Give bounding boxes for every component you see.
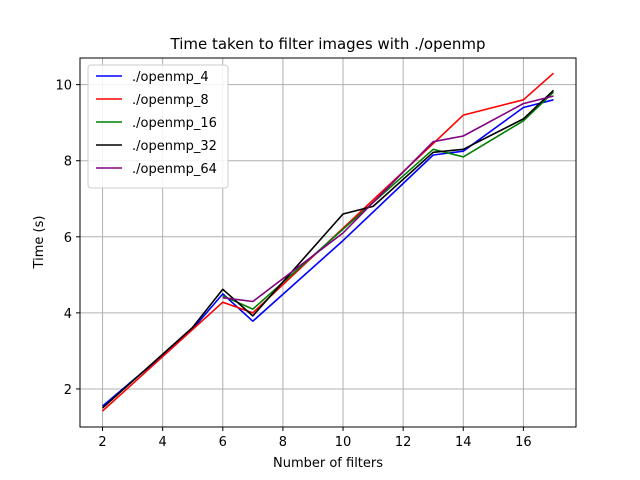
y-tick-label: 10 — [55, 79, 72, 94]
legend-box — [87, 64, 229, 189]
y-axis-label: Time (s) — [32, 216, 47, 270]
chart-title: Time taken to filter images with ./openm… — [170, 35, 486, 53]
x-tick-label: 8 — [279, 435, 287, 450]
y-tick-label: 2 — [64, 383, 72, 398]
legend-entry-label: ./openmp_4 — [132, 70, 209, 85]
x-tick-label: 6 — [219, 435, 227, 450]
series-line-2 — [101, 72, 555, 412]
legend-entry-label: ./openmp_16 — [132, 116, 217, 131]
x-tick-label: 16 — [515, 435, 532, 450]
x-tick-label: 10 — [335, 435, 352, 450]
x-tick-label: 14 — [455, 435, 472, 450]
x-axis-label: Number of filters — [273, 456, 383, 471]
legend-entry-label: ./openmp_8 — [132, 93, 209, 108]
y-tick-label: 8 — [64, 155, 72, 170]
series-line-3 — [222, 91, 555, 310]
plot-frame — [79, 57, 577, 428]
x-tick-label: 4 — [159, 435, 167, 450]
series-line-5 — [222, 95, 554, 303]
y-axis: 2 4 6 8 10 — [55, 79, 80, 398]
x-tick-label: 12 — [395, 435, 412, 450]
y-tick-label: 4 — [64, 307, 72, 322]
x-axis: 2 4 6 8 10 12 14 16 — [98, 427, 532, 450]
legend: ./openmp_4 ./openmp_8 ./openmp_16 ./openmp_… — [87, 64, 229, 189]
series-line-4 — [101, 89, 555, 409]
series-layer — [101, 72, 555, 412]
legend-entry-label: ./openmp_32 — [132, 139, 217, 154]
legend-entry-label: ./openmp_64 — [132, 162, 217, 177]
y-tick-label: 6 — [64, 231, 72, 246]
x-tick-label: 2 — [98, 435, 106, 450]
